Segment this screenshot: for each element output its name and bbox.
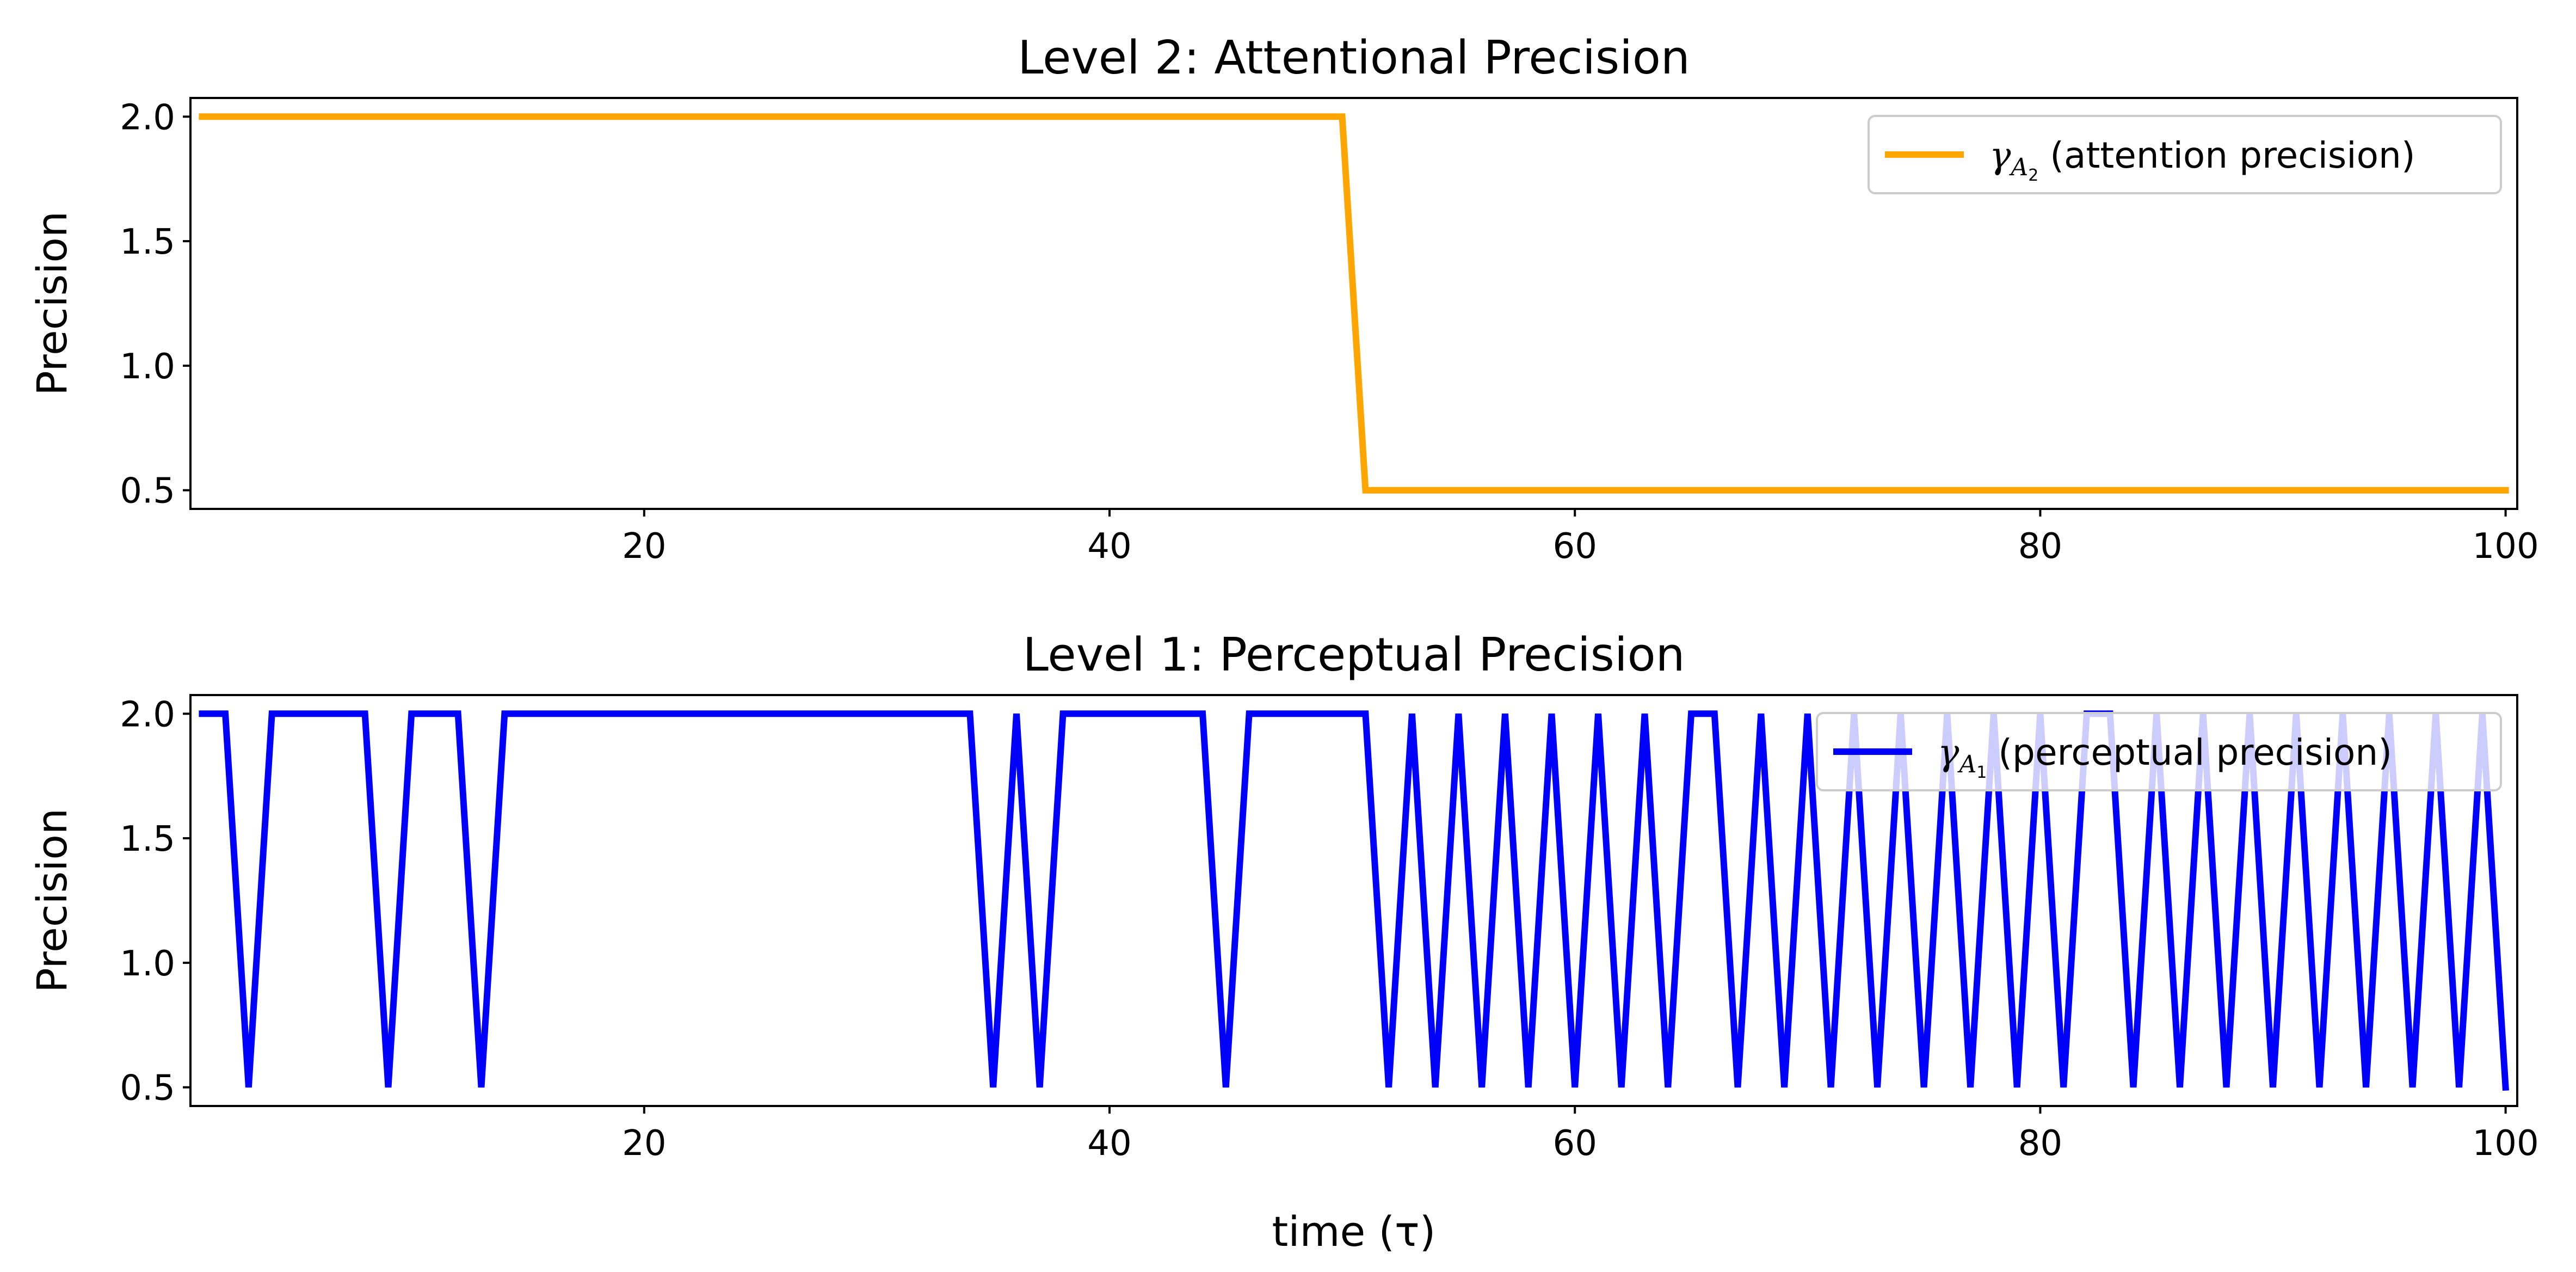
legend-suffix: (perceptual precision) xyxy=(1987,732,2392,773)
x-tick-label: 100 xyxy=(2473,526,2539,567)
y-tick-label: 0.5 xyxy=(120,1068,175,1109)
y-tick-label: 0.5 xyxy=(120,471,175,512)
series-line-0 xyxy=(199,113,2509,494)
legend-suffix: (attention precision) xyxy=(2038,134,2415,176)
y-axis-label: Precision xyxy=(28,808,76,993)
x-tick-label: 80 xyxy=(2018,526,2062,567)
x-tick-label: 100 xyxy=(2473,1123,2539,1164)
legend-subscript: A xyxy=(2008,153,2028,181)
attentional-precision-panel: Level 2: Attentional Precision Precision 2… xyxy=(28,31,2539,567)
y-tick-label: 2.0 xyxy=(120,695,175,735)
x-tick-label: 40 xyxy=(1087,526,1131,567)
legend: γA2 (attention precision) xyxy=(1868,115,2502,194)
x-tick-label: 60 xyxy=(1553,526,1597,567)
y-tick-label: 1.0 xyxy=(120,347,175,387)
x-tick-label: 40 xyxy=(1087,1123,1131,1164)
x-tick-label: 20 xyxy=(622,526,666,567)
y-tick-label: 1.5 xyxy=(120,819,175,859)
x-tick-label: 80 xyxy=(2018,1123,2062,1164)
y-tick-label: 1.0 xyxy=(120,944,175,984)
x-axis-label: time (τ) xyxy=(1272,1207,1436,1256)
y-tick-label: 1.5 xyxy=(120,222,175,262)
series-line-0 xyxy=(199,710,2509,1091)
axes-frame xyxy=(189,97,2518,510)
legend-box xyxy=(1868,115,2502,194)
x-tick-label: 20 xyxy=(622,1123,666,1164)
legend-subsubscript: 2 xyxy=(2028,166,2038,185)
y-tick-label: 2.0 xyxy=(120,97,175,138)
legend-subsubscript: 1 xyxy=(1976,763,1987,782)
legend-label: γA2 (attention precision) xyxy=(1989,134,2415,185)
legend-label: γA1 (perceptual precision) xyxy=(1938,732,2392,782)
legend-subscript: A xyxy=(1957,751,1976,778)
y-axis-label: Precision xyxy=(28,211,76,396)
chart-title: Level 2: Attentional Precision xyxy=(1018,31,1690,85)
x-tick-label: 60 xyxy=(1553,1123,1597,1164)
legend-symbol: γ xyxy=(1938,732,1959,773)
chart-title: Level 1: Perceptual Precision xyxy=(1023,628,1685,682)
axes-frame xyxy=(189,694,2518,1107)
perceptual-precision-panel: Level 1: Perceptual Precision Precision ti… xyxy=(28,628,2539,1256)
legend-box xyxy=(1816,712,2502,791)
legend-symbol: γ xyxy=(1989,134,2011,176)
legend: γA1 (perceptual precision) xyxy=(1816,712,2502,791)
